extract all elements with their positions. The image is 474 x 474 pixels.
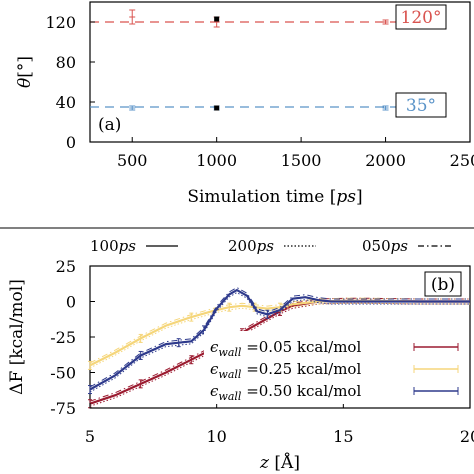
panel-a-theta-vs-time: 500 1000 1500 2000 2500 0 40 80 120 120° 35° (a)…	[15, 1, 474, 207]
panel-b-free-energy: 100ps 200ps 050ps 5 10 15 20 25 0 -25 -50 -75 (b…	[7, 237, 474, 473]
panel-a-frame	[89, 1, 471, 143]
style-legend-050ps: 050ps	[362, 237, 408, 255]
panel-a-ylabel: θ[°]	[15, 56, 35, 88]
legend-entry-1: ϵwall =0.25 kcal/mol	[210, 360, 361, 381]
point-s2-1	[214, 105, 220, 111]
panel-b-xlabel: z [Å]	[259, 452, 300, 473]
panel-b-curves	[88, 287, 470, 409]
a-ytick-label-2: 80	[56, 53, 76, 72]
a-xtick-label-1: 1000	[196, 151, 237, 170]
a-xtick-label-4: 2500	[450, 151, 474, 170]
badge-120-text: 120°	[401, 8, 442, 28]
a-ytick-label-3: 120	[45, 13, 76, 32]
panel-a-label: (a)	[98, 115, 121, 135]
panel-b-style-legend: 100ps 200ps 050ps	[90, 237, 452, 255]
panel-b-label: (b)	[431, 275, 455, 295]
b-ytick-label-3: -50	[50, 364, 76, 383]
panel-a-data-points	[129, 9, 389, 111]
a-ytick-label-1: 40	[56, 93, 76, 112]
b-xtick-label-0: 5	[85, 427, 95, 446]
b-xtick-label-2: 15	[333, 427, 353, 446]
a-ytick-label-0: 0	[66, 133, 76, 152]
panel-a-ticks: 500 1000 1500 2000 2500 0 40 80 120	[45, 13, 474, 170]
panel-a-xlabel: Simulation time [ps]	[187, 187, 362, 207]
badge-35: 35°	[395, 92, 447, 118]
a-xtick-label-2: 1500	[281, 151, 322, 170]
legend-entry-2: ϵwall =0.50 kcal/mol	[210, 382, 361, 403]
a-xtick-label-3: 2000	[365, 151, 406, 170]
style-legend-100ps: 100ps	[90, 237, 136, 255]
legend-background	[204, 331, 466, 404]
a-xtick-label-0: 500	[117, 151, 148, 170]
curve-dashdot-1	[89, 297, 470, 364]
point-s2-0	[214, 16, 220, 22]
badge-35-text: 35°	[406, 96, 436, 116]
b-ytick-label-1: 0	[66, 293, 76, 312]
badge-120: 120°	[395, 4, 447, 30]
style-legend-200ps: 200ps	[228, 237, 274, 255]
b-ytick-label-4: -75	[50, 399, 76, 418]
panel-b-ticks: 5 10 15 20 25 0 -25 -50 -75	[50, 257, 474, 446]
b-ytick-label-0: 25	[56, 257, 76, 276]
panel-b-ylabel: ΔF [kcal/mol]	[7, 279, 27, 395]
panel-a-reference-lines	[90, 21, 396, 108]
curve-solid-2	[89, 288, 470, 391]
b-xtick-label-1: 10	[206, 427, 226, 446]
b-ytick-label-2: -25	[50, 328, 76, 347]
panel-b-label-box: (b)	[424, 271, 462, 297]
panel-a-angle-labels: 120° 35°	[395, 4, 447, 118]
legend-entry-0: ϵwall =0.05 kcal/mol	[210, 338, 361, 359]
curve-dashdot-2	[89, 287, 470, 388]
b-xtick-label-3: 20	[460, 427, 474, 446]
